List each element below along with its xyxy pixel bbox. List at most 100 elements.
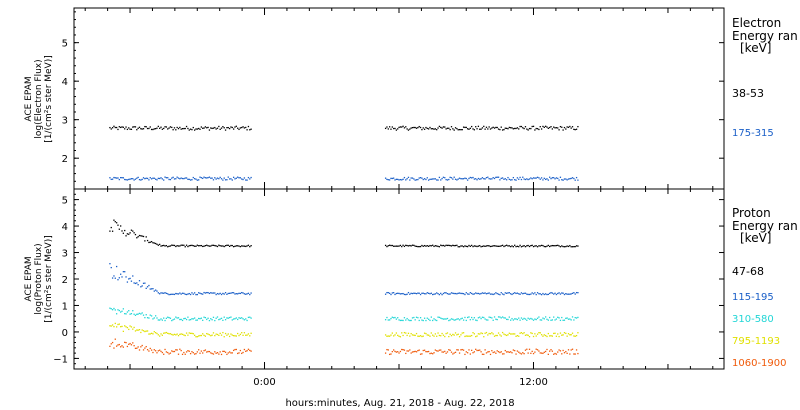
point-proton-1	[397, 292, 399, 294]
point-proton-4	[458, 352, 461, 354]
point-proton-0	[172, 244, 174, 246]
point-proton-1	[571, 292, 574, 295]
point-electron-1	[138, 178, 141, 181]
point-proton-3	[401, 332, 403, 334]
point-proton-4	[534, 351, 536, 353]
point-proton-0	[227, 244, 229, 246]
point-proton-1	[189, 293, 192, 296]
point-proton-1	[487, 292, 489, 295]
point-electron-1	[468, 177, 470, 180]
point-proton-2	[542, 317, 544, 319]
point-proton-2	[538, 316, 540, 318]
point-proton-0	[422, 245, 424, 247]
point-electron-1	[169, 178, 172, 181]
point-proton-3	[207, 333, 209, 335]
point-electron-0	[218, 125, 220, 128]
point-proton-2	[546, 318, 548, 320]
point-electron-0	[481, 127, 484, 129]
point-proton-1	[477, 292, 480, 295]
point-proton-2	[460, 318, 462, 320]
point-electron-0	[146, 127, 149, 130]
point-electron-1	[230, 178, 232, 180]
point-electron-1	[487, 176, 489, 178]
point-proton-4	[499, 351, 501, 354]
point-proton-1	[133, 282, 135, 284]
point-electron-0	[180, 128, 182, 130]
point-electron-1	[549, 176, 551, 178]
point-proton-3	[183, 334, 185, 336]
point-proton-4	[444, 350, 446, 353]
point-electron-1	[429, 178, 431, 181]
point-proton-0	[491, 245, 493, 248]
point-proton-4	[512, 349, 515, 351]
point-proton-3	[495, 334, 497, 337]
point-proton-2	[427, 318, 430, 320]
point-proton-3	[460, 334, 462, 336]
point-proton-2	[129, 313, 131, 315]
point-proton-4	[553, 353, 555, 355]
point-electron-0	[230, 126, 232, 128]
point-proton-3	[448, 335, 450, 338]
point-electron-1	[203, 176, 205, 178]
point-proton-1	[118, 277, 120, 279]
point-proton-1	[234, 293, 236, 295]
point-proton-2	[161, 319, 164, 321]
point-proton-0	[448, 244, 450, 247]
point-proton-4	[515, 353, 517, 355]
point-proton-3	[563, 332, 566, 334]
point-proton-2	[553, 316, 555, 318]
point-proton-0	[427, 245, 430, 247]
point-proton-3	[472, 332, 474, 334]
point-electron-1	[199, 176, 201, 178]
point-proton-3	[129, 325, 131, 327]
point-proton-2	[569, 318, 571, 320]
point-electron-0	[165, 126, 168, 128]
point-electron-1	[118, 178, 120, 181]
point-proton-3	[461, 332, 463, 334]
point-proton-4	[176, 349, 178, 351]
point-proton-1	[542, 292, 544, 295]
point-proton-0	[551, 244, 554, 247]
point-electron-1	[121, 177, 123, 179]
point-proton-1	[565, 293, 567, 295]
point-proton-4	[530, 352, 532, 354]
point-proton-0	[499, 245, 501, 247]
point-proton-0	[449, 244, 451, 247]
point-proton-2	[200, 317, 203, 319]
point-proton-1	[510, 293, 512, 295]
point-electron-1	[141, 178, 143, 181]
point-electron-0	[493, 127, 496, 129]
point-proton-4	[472, 352, 474, 354]
point-proton-1	[503, 293, 505, 296]
point-proton-1	[543, 293, 545, 296]
point-proton-1	[563, 293, 566, 296]
point-proton-1	[573, 292, 575, 294]
point-proton-0	[245, 245, 247, 248]
point-electron-0	[207, 126, 209, 129]
point-proton-3	[208, 334, 211, 336]
point-proton-0	[500, 245, 502, 247]
point-proton-4	[452, 353, 454, 355]
point-electron-0	[118, 126, 120, 128]
point-proton-1	[434, 293, 437, 295]
point-electron-1	[480, 178, 482, 180]
point-electron-0	[222, 125, 224, 128]
point-proton-1	[438, 293, 441, 296]
point-proton-4	[503, 353, 505, 355]
point-proton-3	[390, 334, 392, 336]
point-proton-4	[202, 352, 204, 354]
point-proton-0	[488, 245, 490, 247]
point-electron-0	[454, 127, 457, 129]
legend-electron-38-53: 38-53	[732, 87, 764, 100]
point-proton-3	[553, 332, 555, 335]
point-proton-2	[531, 318, 533, 320]
point-proton-4	[132, 342, 134, 344]
point-proton-1	[460, 292, 462, 295]
point-proton-4	[128, 343, 130, 345]
point-proton-4	[476, 349, 478, 352]
point-proton-1	[550, 291, 552, 294]
point-proton-3	[128, 328, 130, 331]
point-proton-0	[565, 245, 567, 248]
point-proton-0	[204, 244, 207, 247]
point-proton-3	[223, 336, 225, 338]
